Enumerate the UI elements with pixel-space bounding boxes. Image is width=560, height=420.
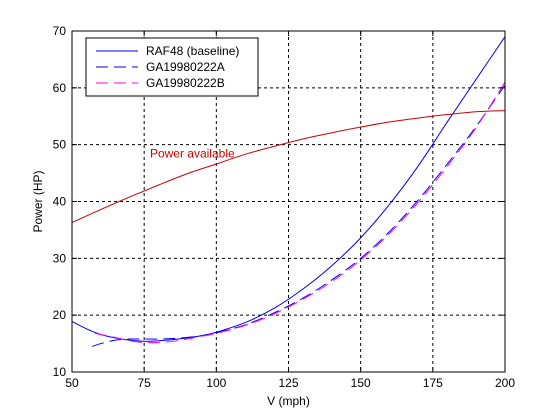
x-tick-label: 175 xyxy=(423,376,443,390)
legend-label: GA19980222B xyxy=(146,76,225,90)
ticks: 50 75 100 125 150 175 200 10 20 30 40 50 60 70 xyxy=(53,24,516,390)
series-line-unlabeled-3 xyxy=(72,110,505,223)
y-tick-label: 30 xyxy=(53,251,67,265)
legend-label: GA19980222A xyxy=(146,60,225,74)
annotations: Power available xyxy=(150,147,235,161)
legend-label: RAF48 (baseline) xyxy=(146,44,239,58)
series-line-ga19980222b xyxy=(94,81,505,344)
y-axis-label: Power (HP) xyxy=(31,170,45,232)
y-tick-label: 10 xyxy=(53,365,67,379)
series-layer xyxy=(72,36,505,347)
x-tick-label: 50 xyxy=(65,376,79,390)
x-tick-label: 150 xyxy=(351,376,371,390)
series-line-ga19980222a xyxy=(92,84,505,347)
legend: RAF48 (baseline) GA19980222A GA19980222B xyxy=(85,37,259,97)
y-tick-label: 20 xyxy=(53,308,67,322)
annotation-label: Power available xyxy=(150,147,235,161)
x-tick-label: 100 xyxy=(206,376,226,390)
y-tick-label: 60 xyxy=(53,81,67,95)
y-tick-label: 50 xyxy=(53,138,67,152)
y-tick-label: 70 xyxy=(53,24,67,38)
y-tick-label: 40 xyxy=(53,195,67,209)
x-axis-label: V (mph) xyxy=(267,394,310,408)
x-tick-label: 200 xyxy=(495,376,515,390)
x-tick-label: 125 xyxy=(278,376,298,390)
x-tick-label: 75 xyxy=(137,376,151,390)
